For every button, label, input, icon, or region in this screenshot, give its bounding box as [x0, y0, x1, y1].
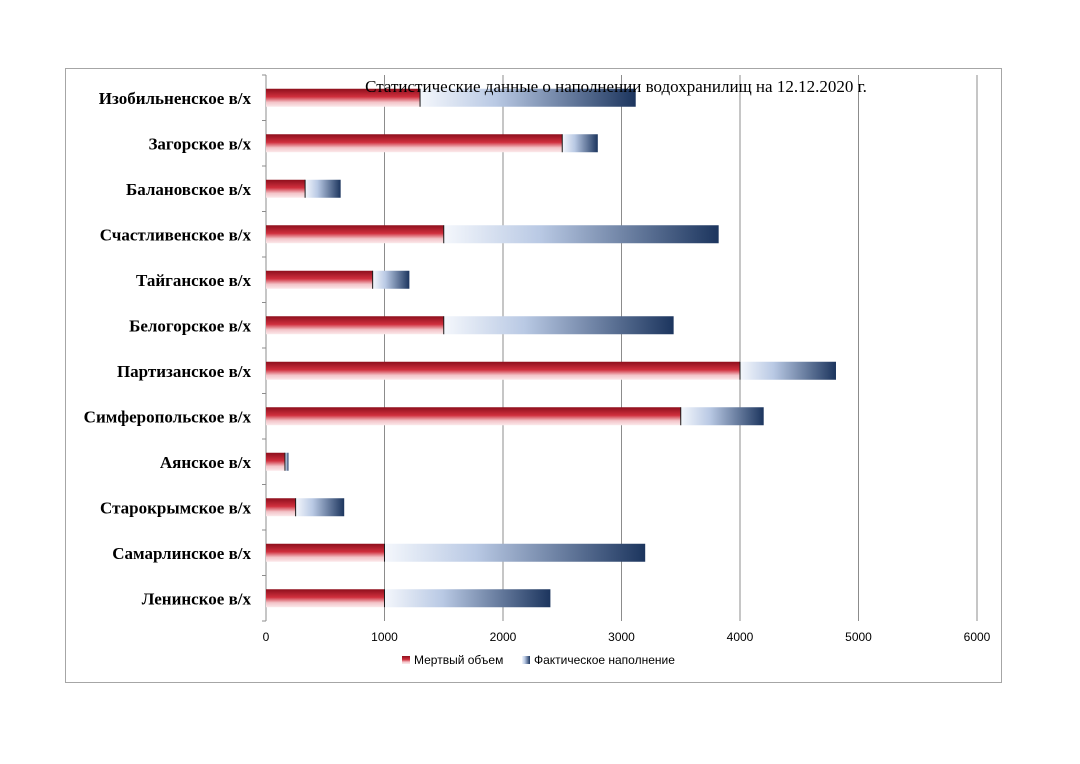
category-label: Счастливенское в/х [100, 225, 252, 244]
legend-label-actual-filling: Фактическое наполнение [534, 653, 675, 667]
category-label: Ленинское в/х [142, 589, 252, 608]
bar-dead-volume [266, 452, 285, 471]
bar-dead-volume [266, 407, 681, 426]
bar-actual-filling [420, 88, 636, 107]
category-label: Загорское в/х [148, 134, 251, 153]
x-tick-label: 5000 [845, 630, 872, 644]
bar-actual-filling [740, 361, 836, 380]
bar-actual-filling [384, 543, 646, 562]
bar-actual-filling [284, 452, 289, 471]
category-label: Старокрымское в/х [100, 498, 251, 517]
x-tick-label: 1000 [371, 630, 398, 644]
category-label: Симферопольское в/х [84, 407, 252, 426]
category-label: Изобильненское в/х [99, 89, 252, 108]
bar-actual-filling [680, 407, 764, 426]
bar-chart: Изобильненское в/х Загорское в/х Балановск… [84, 74, 991, 667]
bar-actual-filling [443, 225, 719, 244]
bar-actual-filling [443, 316, 674, 335]
bar-dead-volume [266, 270, 373, 289]
gridlines [262, 74, 978, 622]
bar-dead-volume [266, 134, 563, 153]
legend: Мертвый объем Фактическое наполнение [402, 653, 675, 667]
chart-title: Статистические данные о наполнении водох… [365, 77, 867, 96]
chart-area: Изобильненское в/х Загорское в/х Балановск… [65, 68, 1002, 683]
legend-swatch-actual-filling [522, 656, 530, 664]
legend-label-dead-volume: Мертвый объем [414, 653, 503, 667]
bar-dead-volume [266, 88, 421, 107]
bar-dead-volume [266, 179, 306, 198]
bar-actual-filling [372, 270, 410, 289]
category-label: Белогорское в/х [129, 316, 251, 335]
bar-actual-filling [384, 589, 551, 608]
bar-dead-volume [266, 361, 740, 380]
category-label: Самарлинское в/х [112, 544, 251, 563]
bar-dead-volume [266, 225, 444, 244]
x-tick-label: 4000 [727, 630, 754, 644]
bar-dead-volume [266, 543, 385, 562]
bar-dead-volume [266, 498, 296, 517]
legend-swatch-dead-volume [402, 656, 410, 664]
category-label: Балановское в/х [126, 180, 252, 199]
category-label: Аянское в/х [160, 453, 252, 472]
category-label: Тайганское в/х [136, 271, 252, 290]
bar-dead-volume [266, 589, 385, 608]
x-tick-label: 6000 [964, 630, 991, 644]
bars [266, 88, 836, 608]
x-tick-label: 3000 [608, 630, 635, 644]
category-label: Партизанское в/х [117, 362, 252, 381]
x-tick-label: 0 [263, 630, 270, 644]
bar-dead-volume [266, 316, 444, 335]
category-labels: Изобильненское в/х Загорское в/х Балановск… [84, 89, 252, 609]
bar-actual-filling [562, 134, 598, 153]
bar-actual-filling [295, 498, 345, 517]
x-tick-label: 2000 [490, 630, 517, 644]
x-axis-ticks: 0 1000 2000 3000 4000 5000 6000 [263, 630, 991, 644]
bar-actual-filling [305, 179, 341, 198]
